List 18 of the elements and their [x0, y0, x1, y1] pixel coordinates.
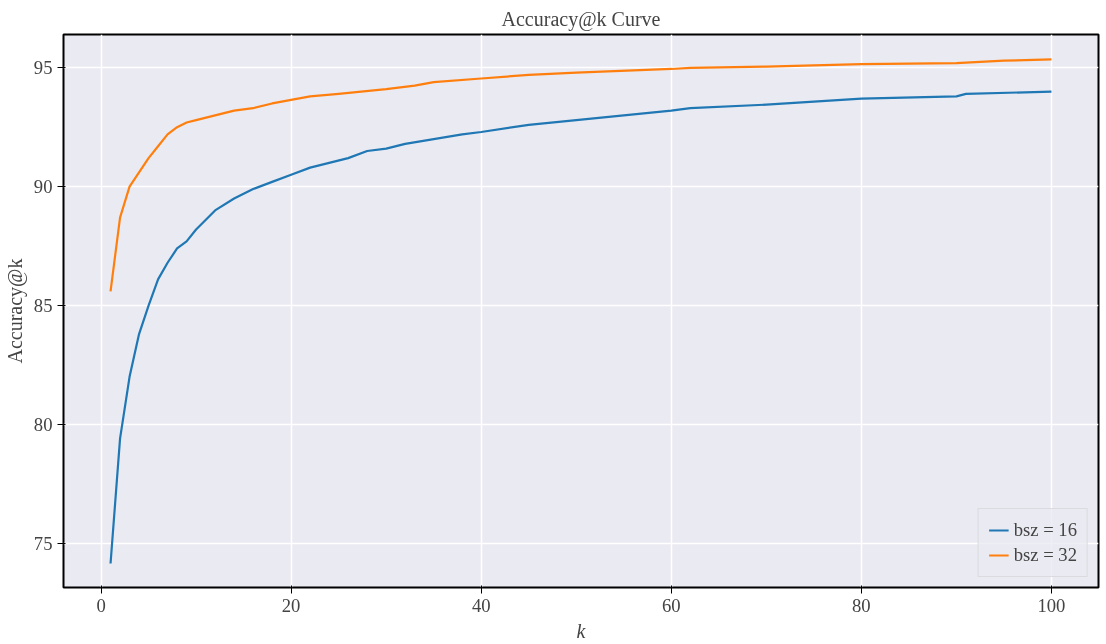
y-tick-label: 80 [33, 413, 53, 435]
x-tick-label: 100 [1037, 594, 1066, 616]
y-axis-title: Accuracy@k [3, 258, 27, 364]
y-tick-label: 95 [33, 57, 53, 79]
x-tick-label: 40 [471, 594, 491, 616]
y-tick-label: 75 [33, 532, 53, 554]
y-tick-label: 85 [33, 295, 53, 317]
legend-label: bsz = 32 [1013, 544, 1077, 566]
line-series [109, 90, 1053, 565]
x-tick-label: 80 [852, 594, 871, 616]
x-tick-label: 0 [96, 594, 106, 616]
legend-label: bsz = 16 [1013, 519, 1077, 541]
x-tick-label: 60 [661, 594, 681, 616]
chart-title: Accuracy@k Curve [501, 7, 661, 31]
y-tick-label: 90 [33, 176, 53, 198]
x-axis-title: k [576, 619, 587, 642]
x-tick-label: 20 [281, 594, 301, 616]
line-series [109, 58, 1053, 293]
